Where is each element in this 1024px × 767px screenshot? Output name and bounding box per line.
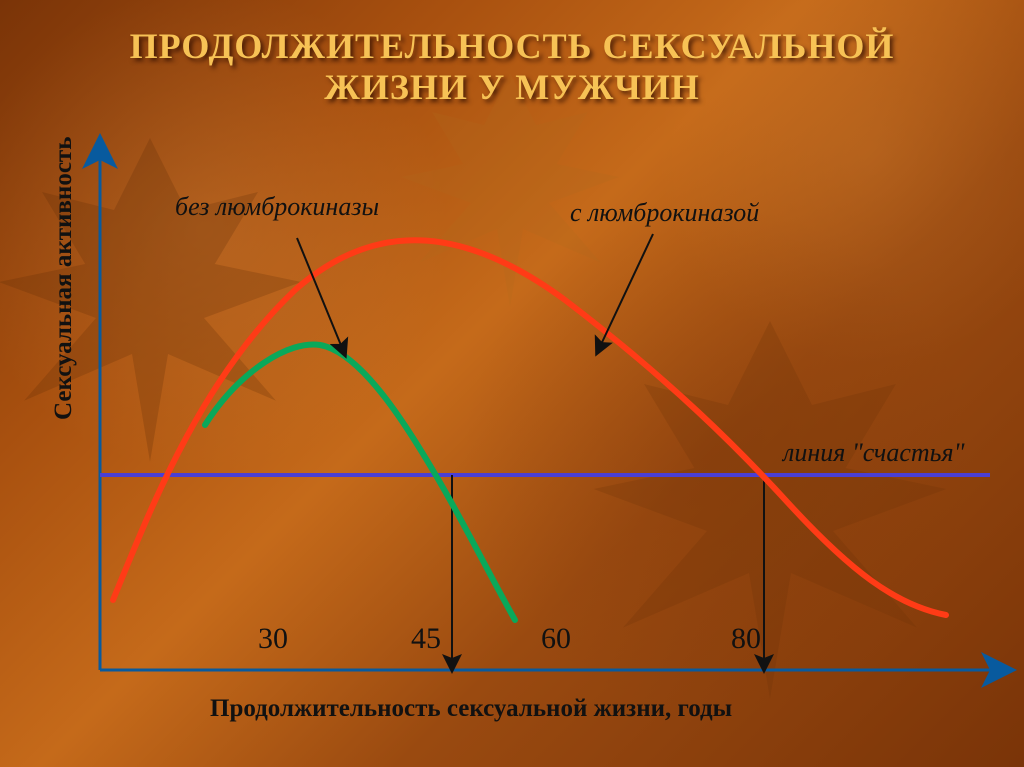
pointer-with	[597, 234, 653, 353]
pointer-without	[297, 238, 345, 355]
curve-without	[205, 344, 515, 620]
curve-with	[113, 240, 946, 615]
slide: ПРОДОЛЖИТЕЛЬНОСТЬ СЕКСУАЛЬНОЙ ЖИЗНИ У МУ…	[0, 0, 1024, 767]
chart-svg	[0, 0, 1024, 767]
